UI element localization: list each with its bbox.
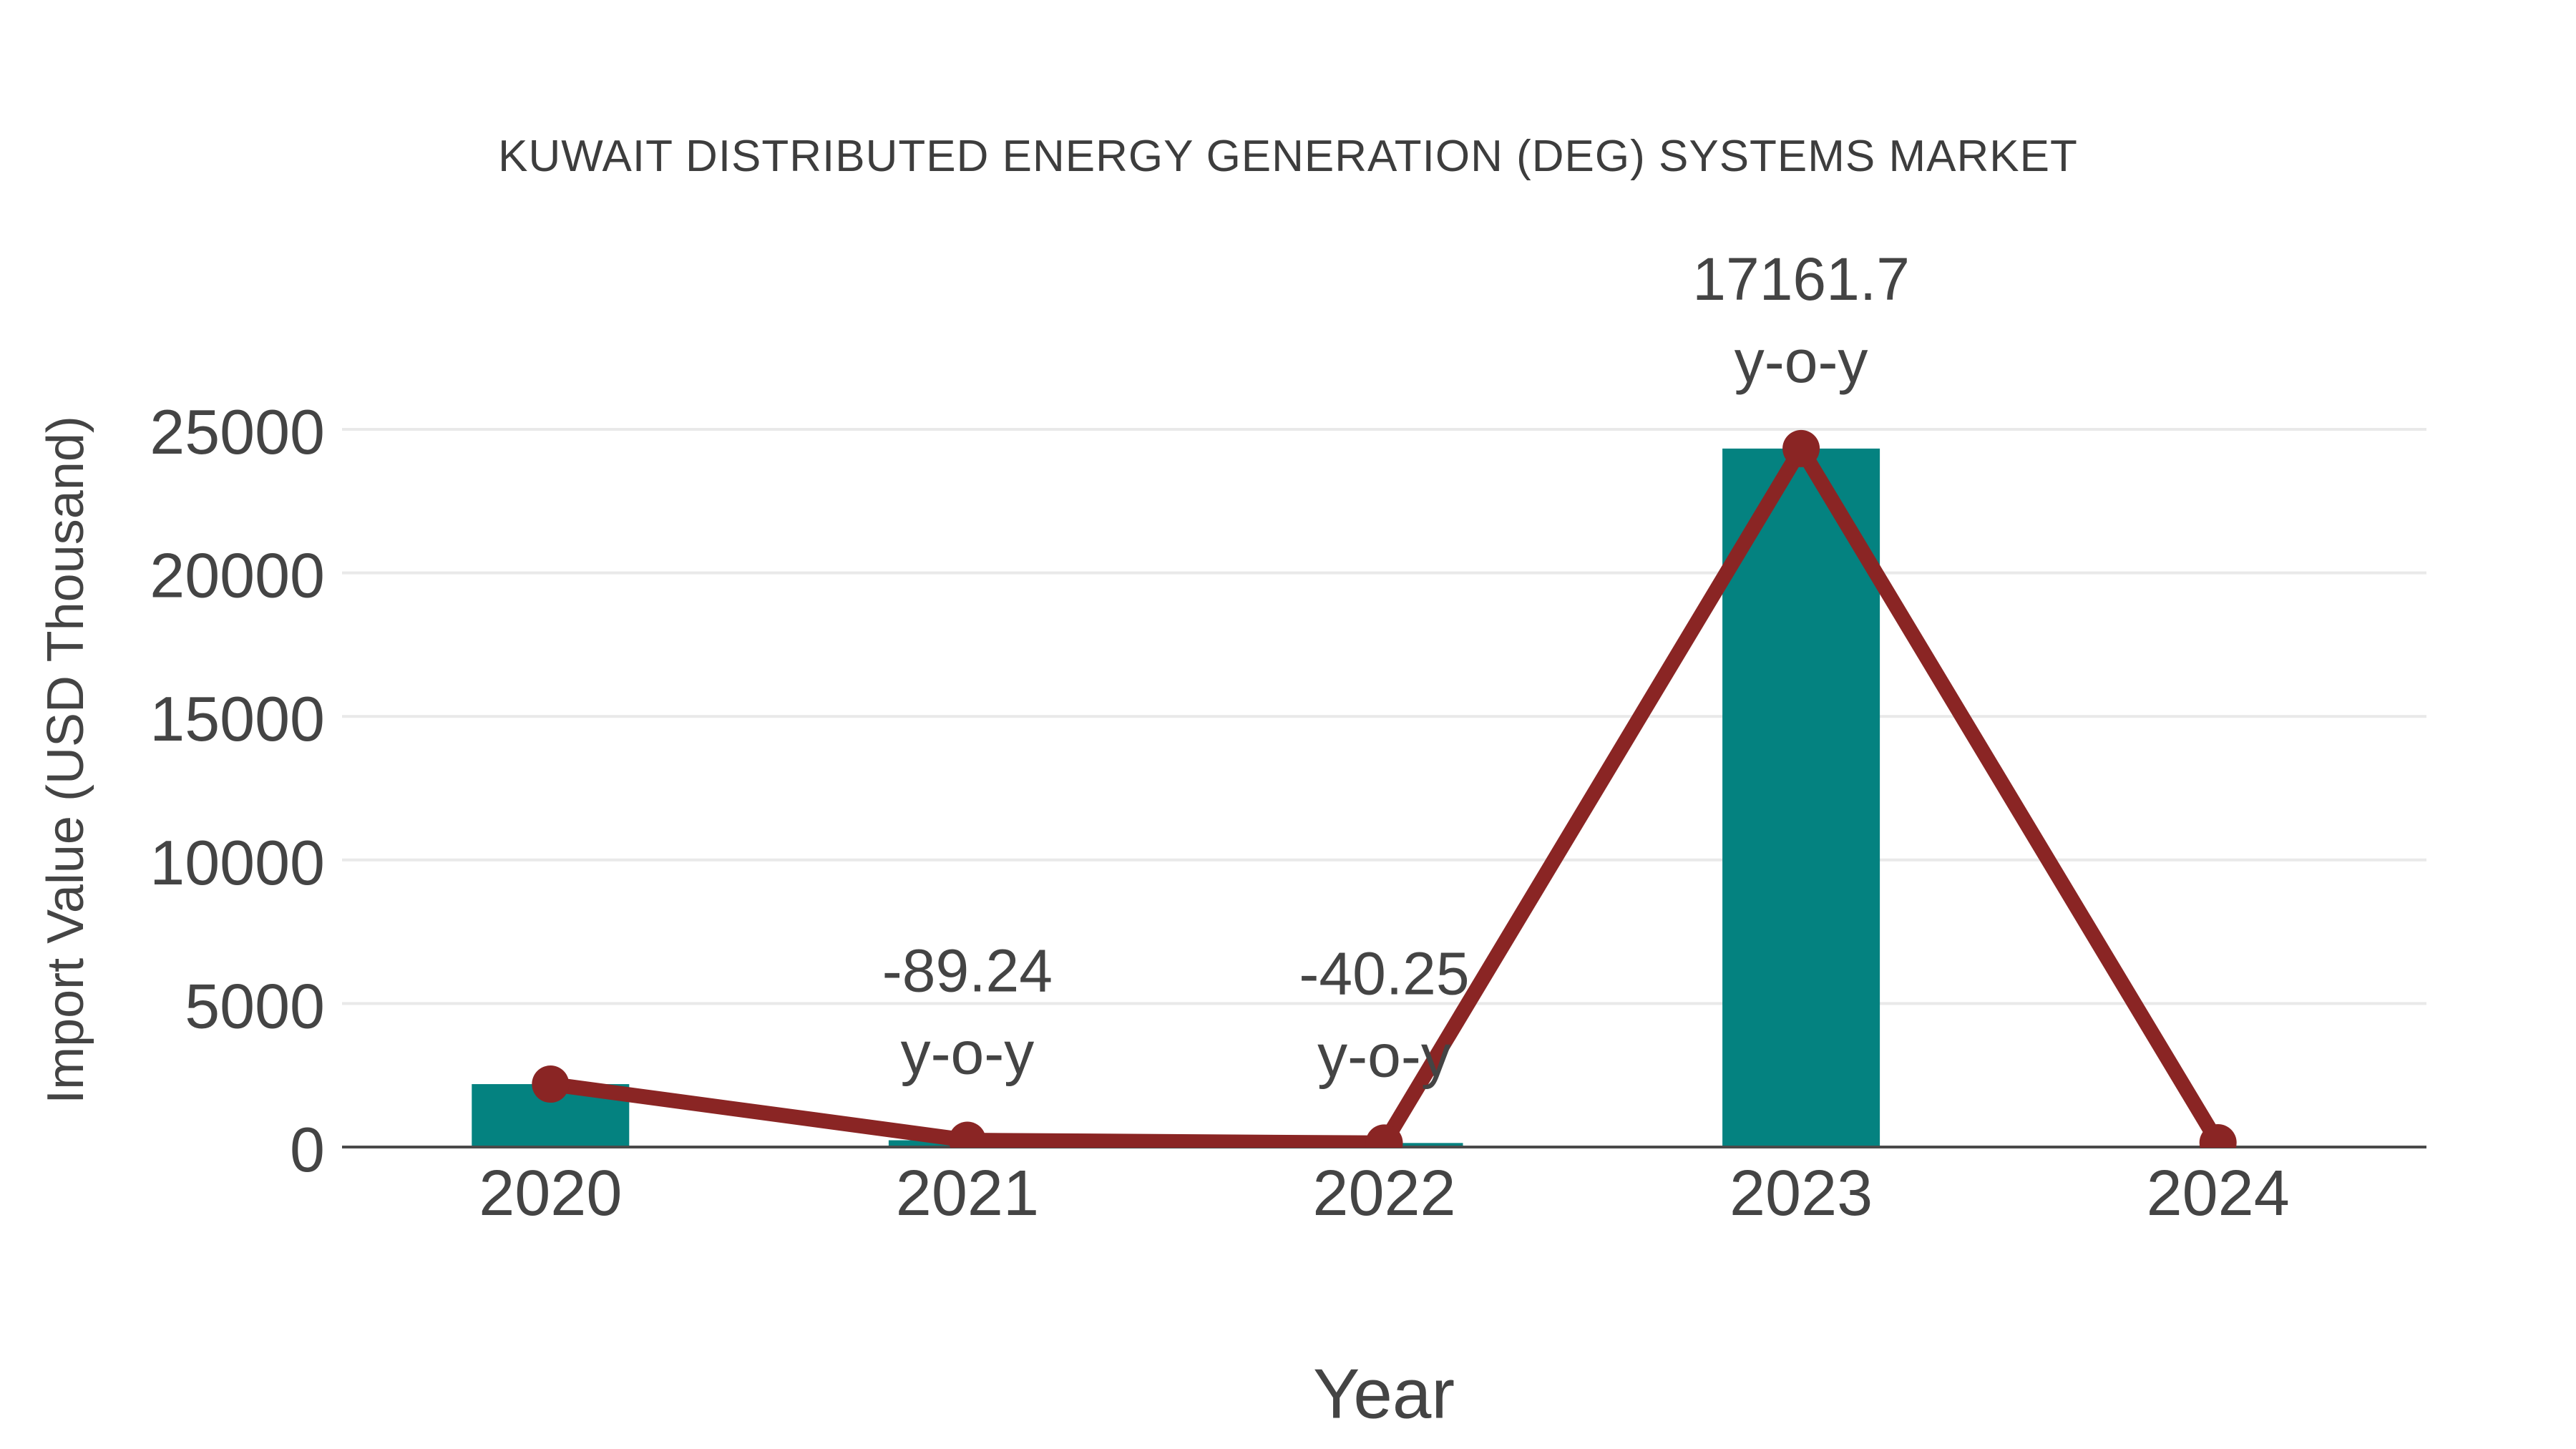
annotation-value-2022: -40.25	[1299, 940, 1469, 1007]
chart-title: KUWAIT DISTRIBUTED ENERGY GENERATION (DE…	[498, 132, 2078, 181]
bar-2023	[1722, 448, 1880, 1147]
annotation-value-2021: -89.24	[882, 937, 1053, 1005]
annotation-unit-2021: y-o-y	[901, 1020, 1035, 1087]
y-tick-label-5000: 5000	[185, 970, 325, 1041]
x-tick-label-2024: 2024	[2147, 1158, 2290, 1229]
y-axis-title: Import Value (USD Thousand)	[37, 416, 94, 1104]
x-tick-label-2020: 2020	[479, 1158, 622, 1229]
x-axis-title: Year	[1312, 1354, 1455, 1433]
annotation-unit-2023: y-o-y	[1735, 328, 1868, 395]
marker-2023	[1782, 429, 1820, 467]
y-tick-label-15000: 15000	[150, 683, 325, 754]
y-tick-label-20000: 20000	[150, 540, 325, 611]
annotation-value-2023: 17161.7	[1692, 245, 1910, 313]
y-tick-label-0: 0	[290, 1114, 325, 1185]
marker-2021	[948, 1121, 986, 1148]
x-tick-label-2021: 2021	[896, 1158, 1039, 1229]
marker-2024	[2199, 1123, 2237, 1148]
x-tick-label-2022: 2022	[1312, 1158, 1455, 1229]
y-tick-label-25000: 25000	[150, 396, 325, 467]
x-tick-label-2023: 2023	[1729, 1158, 1873, 1229]
y-tick-label-10000: 10000	[150, 827, 325, 898]
marker-2020	[532, 1065, 570, 1103]
annotation-unit-2022: y-o-y	[1317, 1022, 1451, 1089]
marker-2022	[1365, 1124, 1403, 1148]
